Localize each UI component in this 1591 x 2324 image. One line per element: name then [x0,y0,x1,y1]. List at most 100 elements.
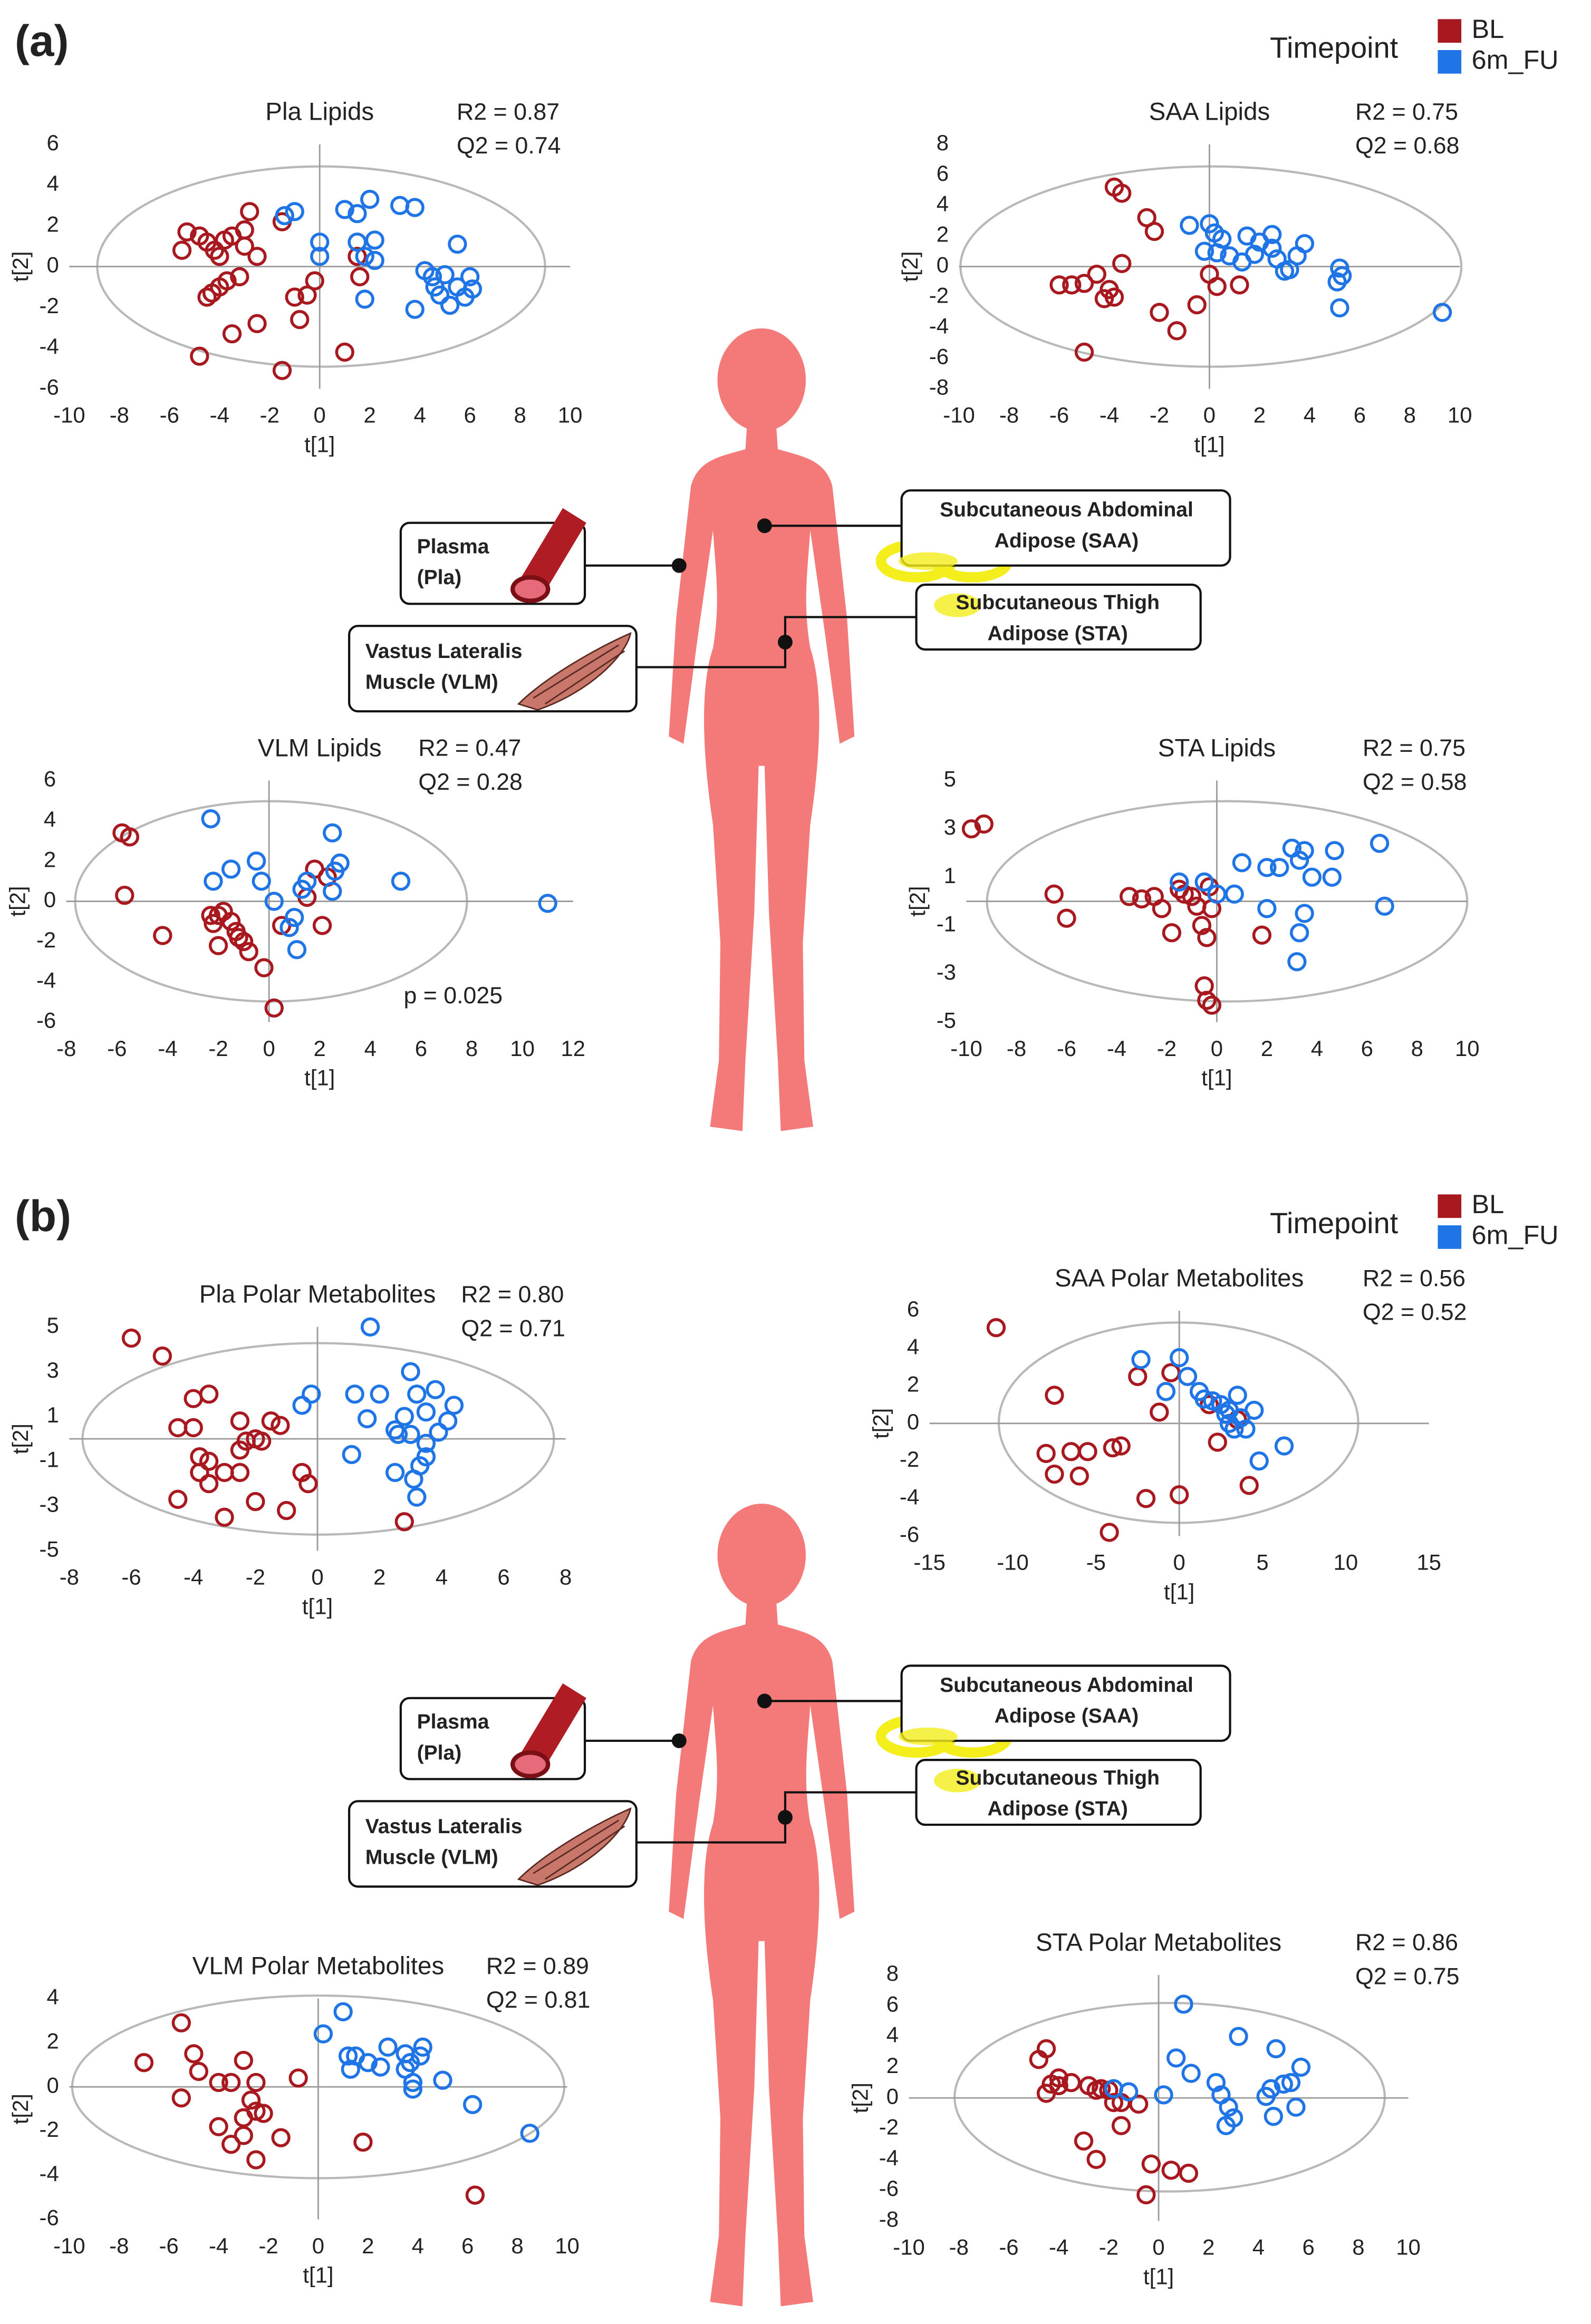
data-point [184,1418,203,1438]
scatter-chart: -15 -10 -5 0 5 10 15 -6 -4 -2 0 2 4 6 t[1] t[2] SAA Pola… [868,1264,1467,1604]
data-point [221,2135,241,2154]
x-tick-label: 6 [1354,403,1366,428]
x-tick-label: -6 [121,1565,141,1590]
data-point [416,1402,436,1422]
x-tick-label: 8 [1411,1036,1423,1061]
data-point [1086,2149,1106,2169]
y-tick-label: -4 [929,314,949,338]
annotation: R2 = 0.75 [1363,735,1465,761]
data-point [1375,896,1394,916]
data-point [197,287,217,307]
data-point [335,200,354,219]
data-point [1257,899,1277,918]
data-point [1295,234,1315,254]
data-point [416,1434,436,1453]
data-point [1104,287,1124,307]
x-tick-label: 10 [510,1036,535,1061]
tissue-label: (Pla) [417,566,462,589]
data-point [246,2150,266,2170]
data-point [1167,321,1187,341]
data-point [292,1463,312,1483]
data-point [403,2079,422,2099]
x-tick-label: -2 [258,2233,278,2258]
x-tick-label: 0 [311,1565,323,1590]
data-point [444,1396,464,1415]
data-point [365,250,384,270]
data-point [378,2037,398,2057]
data-point [1216,1404,1236,1424]
data-point [171,2088,191,2108]
data-point [438,1411,458,1431]
y-tick-label: -3 [40,1492,59,1517]
data-point [1103,1438,1123,1458]
data-point [348,204,367,224]
annotation: R2 = 0.56 [1363,1265,1465,1291]
data-point [1295,904,1314,923]
y-tick-label: -2 [900,1447,919,1471]
x-tick-label: -10 [893,2235,925,2260]
data-point [1327,272,1347,292]
data-point [189,2061,208,2081]
data-point [520,2124,539,2143]
data-point [1174,1994,1193,2014]
data-point [1112,254,1132,273]
data-point [1092,2079,1111,2098]
x-axis-label: t[1] [1194,432,1224,457]
data-point [1162,923,1182,943]
data-point [1228,1386,1247,1405]
x-tick-label: 2 [1261,1036,1273,1061]
data-point [1264,2107,1284,2126]
x-tick-label: -2 [1157,1036,1177,1061]
y-tick-label: -6 [900,1522,919,1547]
data-point [1194,241,1214,261]
data-point [325,861,345,881]
data-point [277,1500,296,1521]
legend-title: Timepoint [1270,1206,1399,1240]
y-tick-label: 4 [886,2022,899,2047]
x-tick-label: -5 [1086,1550,1106,1575]
y-tick-label: 0 [907,1409,919,1434]
data-point [272,361,292,380]
data-point [236,1431,256,1451]
x-axis-label: t[1] [1143,2264,1174,2289]
x-tick-label: 5 [1256,1550,1268,1575]
x-tick-label: 0 [1211,1036,1223,1061]
y-tick-label: -5 [40,1537,59,1562]
scatter-chart: -10 -8 -6 -4 -2 0 2 4 6 8 10 -8 -6 -4 -2 0 2 4 6 8 t[1] t[2] S… [847,1929,1459,2289]
data-point [210,247,229,266]
data-point [168,1489,188,1509]
x-tick-label: 8 [511,2233,523,2258]
y-tick-label: 0 [886,2084,899,2108]
x-tick-label: -10 [53,2233,85,2258]
data-point [429,1422,448,1442]
data-point [462,2095,483,2114]
x-tick-label: -4 [210,403,229,428]
legend-swatch [1438,50,1462,74]
data-point [371,2057,390,2077]
x-tick-label: 2 [1253,403,1266,428]
y-tick-label: 4 [46,171,59,196]
x-axis-label: t[1] [302,1594,333,1619]
legend-swatch [1438,19,1462,43]
x-tick-label: 0 [314,403,326,428]
y-tick-label: -6 [879,2176,899,2201]
data-point [252,872,271,891]
x-tick-label: 0 [312,2233,324,2258]
data-point [1150,303,1169,322]
chart-title: STA Lipids [1158,734,1276,762]
annotation: Q2 = 0.52 [1363,1300,1467,1325]
tissue-labels: Plasma (Pla) Subcutaneous Abdominal Adip… [365,1674,1193,1869]
annotation: Q2 = 0.28 [418,769,523,795]
x-tick-label: -6 [107,1036,127,1061]
annotation: R2 = 0.87 [457,99,560,125]
chart-title: SAA Polar Metabolites [1055,1264,1304,1292]
y-tick-label: 2 [46,2029,59,2054]
y-tick-label: 3 [944,815,956,839]
data-point [394,1407,414,1426]
data-point [201,809,220,829]
tissue-label: Adipose (STA) [988,622,1128,645]
y-tick-label: 5 [46,1313,59,1338]
data-point [241,2090,261,2110]
legend-swatch [1438,1194,1462,1218]
data-point [199,1451,219,1471]
